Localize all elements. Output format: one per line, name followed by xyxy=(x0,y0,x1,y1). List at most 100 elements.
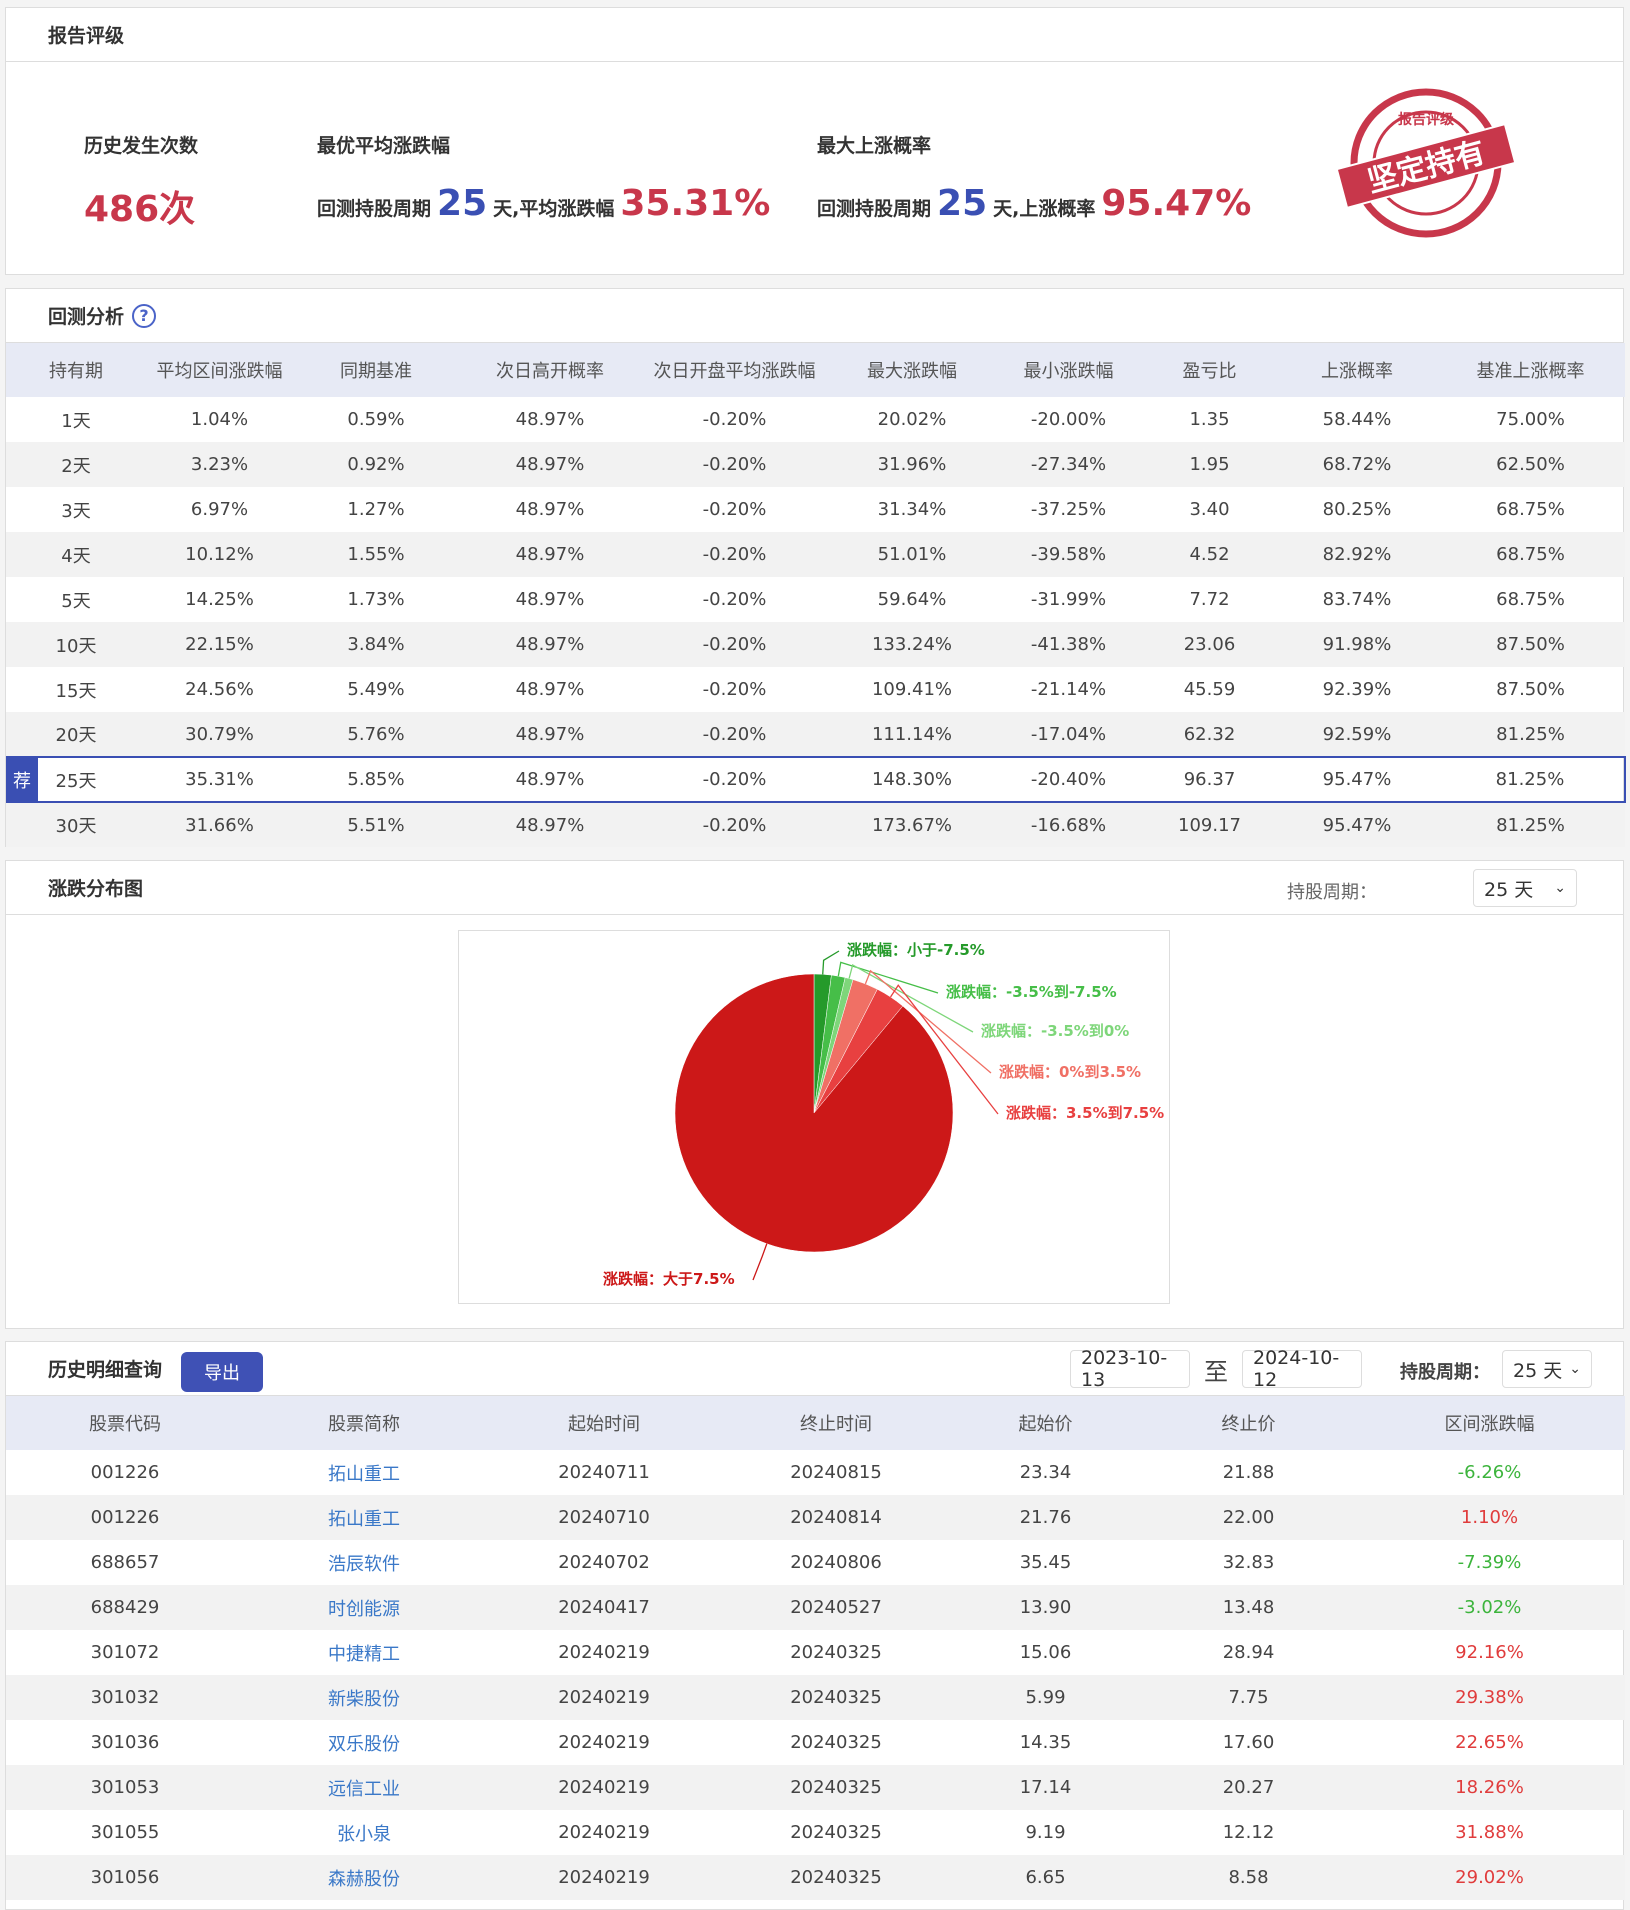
table-cell: 5.49% xyxy=(347,679,405,700)
table-cell: 20240219 xyxy=(484,1675,724,1720)
help-icon[interactable]: ? xyxy=(132,303,157,328)
pie-label-line xyxy=(889,984,999,1115)
column-header: 上涨概率 xyxy=(1278,343,1436,397)
table-cell: 12.12 xyxy=(1222,1822,1275,1843)
table-cell: 109.41% xyxy=(871,679,953,700)
table-cell: 111.14% xyxy=(828,712,996,757)
history-period-select[interactable]: 25 天 ⌄ xyxy=(1502,1350,1592,1388)
table-cell: 95.47% xyxy=(1278,802,1436,847)
table-cell: 31.88% xyxy=(1455,1822,1524,1843)
date-from-input[interactable]: 2023-10-13 xyxy=(1070,1347,1190,1391)
table-cell: 18.26% xyxy=(1354,1765,1625,1810)
table-cell: 21.76 xyxy=(948,1495,1143,1540)
stock-name-link[interactable]: 拓山重工 xyxy=(244,1495,484,1540)
table-cell: 45.59 xyxy=(1183,679,1236,700)
recommended-tag: 荐 xyxy=(6,757,38,802)
stock-name-link[interactable]: 拓山重工 xyxy=(328,1463,400,1485)
table-cell: 20240702 xyxy=(558,1552,650,1573)
table-cell: 20240219 xyxy=(484,1765,724,1810)
table-cell: 32.83 xyxy=(1222,1552,1275,1573)
table-cell: 20240417 xyxy=(484,1585,724,1630)
prob-prefix: 回测持股周期 xyxy=(817,198,932,220)
table-cell: -39.58% xyxy=(996,532,1141,577)
table-cell: 20240814 xyxy=(724,1495,948,1540)
table-cell: 9.19 xyxy=(1025,1822,1066,1843)
table-cell: 20240325 xyxy=(790,1642,882,1663)
table-cell: -20.00% xyxy=(1030,409,1107,430)
table-cell: 29.02% xyxy=(1354,1855,1625,1900)
table-cell: 001226 xyxy=(6,1495,244,1540)
table-row: 301053 远信工业 20240219 20240325 17.14 20.27 18.2… xyxy=(6,1765,1625,1810)
table-cell: 80.25% xyxy=(1322,499,1392,520)
stock-name-link[interactable]: 中捷精工 xyxy=(328,1643,400,1665)
table-cell: 48.97% xyxy=(459,756,641,803)
pie-label-line xyxy=(864,969,992,1074)
column-header: 区间涨跌幅 xyxy=(1354,1396,1625,1450)
table-cell: -20.40% xyxy=(996,756,1141,803)
table-cell: -0.20% xyxy=(702,409,767,430)
table-cell: 20240325 xyxy=(724,1675,948,1720)
table-cell: 301053 xyxy=(6,1765,244,1810)
prob-value: 95.47% xyxy=(1101,183,1252,224)
table-cell: -0.20% xyxy=(641,622,828,667)
table-cell: 22.65% xyxy=(1455,1732,1524,1753)
table-row: 301072 中捷精工 20240219 20240325 15.06 28.94 92.1… xyxy=(6,1630,1625,1675)
column-header: 起始时间 xyxy=(484,1396,724,1450)
table-cell: 30天 xyxy=(6,802,146,847)
table-cell: 20240325 xyxy=(724,1855,948,1900)
rating-title: 报告评级 xyxy=(6,8,1623,62)
table-cell: 17.14 xyxy=(948,1765,1143,1810)
table-cell: -41.38% xyxy=(996,622,1141,667)
table-row: 301036 双乐股份 20240219 20240325 14.35 17.60 22.6… xyxy=(6,1720,1625,1765)
stock-name-link[interactable]: 双乐股份 xyxy=(328,1733,400,1755)
table-cell: 31.66% xyxy=(146,802,293,847)
stock-name-link[interactable]: 浩辰软件 xyxy=(328,1553,400,1575)
distribution-period-label: 持股周期： xyxy=(1287,882,1377,903)
table-cell: 48.97% xyxy=(459,622,641,667)
table-row: 3天 6.97% 1.27% 48.97% -0.20% 31.34% -37.25% 3.4… xyxy=(6,487,1625,532)
column-header: 股票代码 xyxy=(6,1396,244,1450)
table-cell: 8.58 xyxy=(1143,1855,1354,1900)
table-cell: 22.00 xyxy=(1143,1495,1354,1540)
pie-slice[interactable] xyxy=(674,973,954,1253)
table-cell: 15天 xyxy=(55,680,97,702)
table-cell: 29.38% xyxy=(1354,1675,1625,1720)
table-row: 301055 张小泉 20240219 20240325 9.19 12.12 31.88% xyxy=(6,1810,1625,1855)
stock-name-link[interactable]: 时创能源 xyxy=(244,1585,484,1630)
stock-name-link[interactable]: 张小泉 xyxy=(337,1823,391,1845)
table-cell: 1.35 xyxy=(1189,409,1230,430)
date-to-input[interactable]: 2024-10-12 xyxy=(1242,1347,1362,1391)
table-cell: 6.65 xyxy=(948,1855,1143,1900)
table-cell: 31.34% xyxy=(877,499,947,520)
table-cell: 0.92% xyxy=(293,442,459,487)
table-cell: 13.48 xyxy=(1143,1585,1354,1630)
table-cell: 1天 xyxy=(61,410,91,432)
avg-metric: 回测持股周期 25 天,平均涨跌幅 35.31% xyxy=(317,183,776,224)
table-cell: -0.20% xyxy=(641,802,828,847)
distribution-period-select[interactable]: 25 天 ⌄ xyxy=(1473,869,1577,907)
pie-label-line xyxy=(822,950,840,975)
table-cell: 5.99 xyxy=(948,1675,1143,1720)
table-cell: 20240527 xyxy=(724,1585,948,1630)
table-cell: -17.04% xyxy=(996,712,1141,757)
table-cell: 148.30% xyxy=(828,756,996,803)
stock-name-link[interactable]: 远信工业 xyxy=(244,1765,484,1810)
column-header: 同期基准 xyxy=(293,343,459,397)
pie-label-line xyxy=(752,1243,768,1281)
table-cell: 17.60 xyxy=(1222,1732,1275,1753)
history-title: 历史明细查询 xyxy=(6,1342,1623,1396)
column-header: 次日高开概率 xyxy=(459,343,641,397)
column-header: 基准上涨概率 xyxy=(1436,343,1625,397)
export-button[interactable]: 导出 xyxy=(181,1352,263,1392)
table-cell: 24.56% xyxy=(185,679,254,700)
count-value: 486次 xyxy=(84,189,196,230)
column-header: 终止价 xyxy=(1143,1396,1354,1450)
table-cell: 28.94 xyxy=(1222,1642,1275,1663)
stock-name-link[interactable]: 森赫股份 xyxy=(244,1855,484,1900)
table-cell: 96.37 xyxy=(1141,756,1278,803)
table-cell: 20.27 xyxy=(1143,1765,1354,1810)
stock-name-link[interactable]: 新柴股份 xyxy=(244,1675,484,1720)
table-row: 2天 3.23% 0.92% 48.97% -0.20% 31.96% -27.34% 1.9… xyxy=(6,442,1625,487)
table-cell: 14.35 xyxy=(1019,1732,1072,1753)
table-cell: 7.72 xyxy=(1189,589,1230,610)
